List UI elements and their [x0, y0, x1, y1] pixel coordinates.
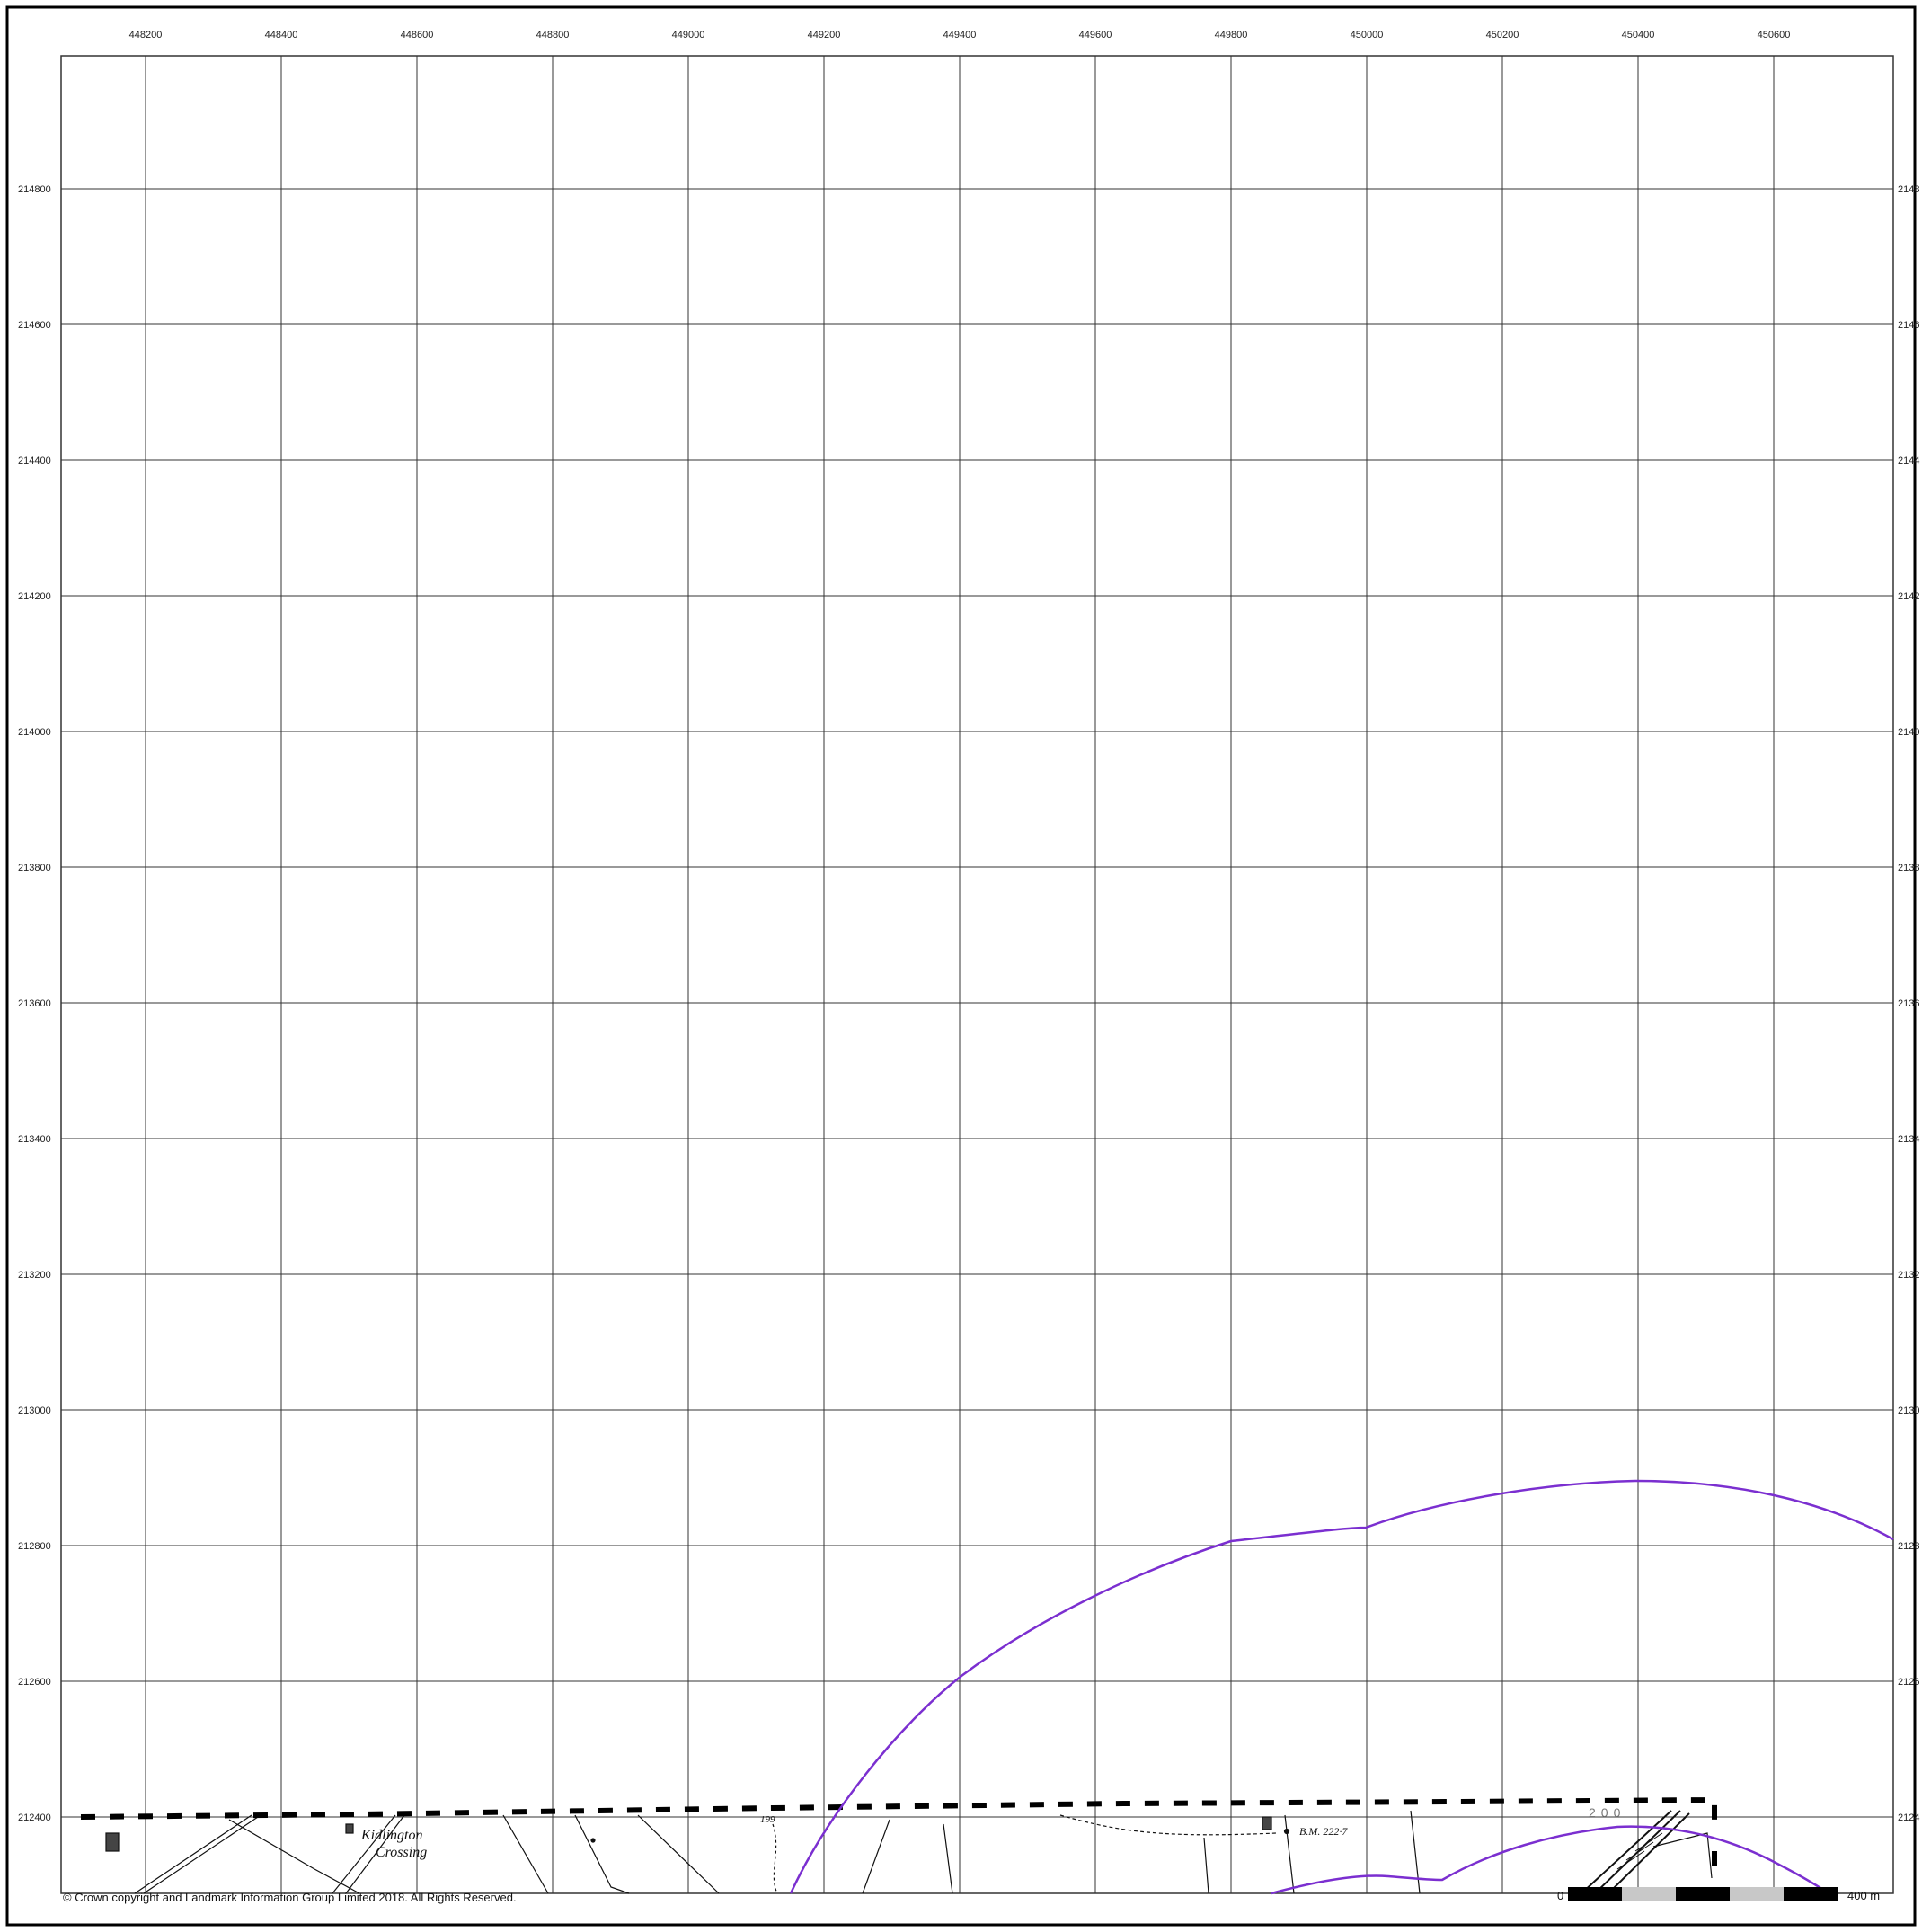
site-boundary [80, 1796, 1717, 1869]
page-frame [5, 5, 1917, 1927]
field-boundary [1284, 1814, 1295, 1894]
field-boundary [1652, 1832, 1713, 1879]
easting-tick-label: 448600 [401, 30, 434, 40]
northing-tick-label: 214400 [18, 456, 51, 466]
northing-tick-label: 213000 [18, 1405, 51, 1416]
northing-tick-labels-left: 214800 214600 214400 214200 214000 213800 2136… [18, 184, 51, 1823]
road-line [332, 1814, 405, 1894]
easting-tick-label: 450600 [1758, 30, 1791, 40]
map-border [60, 55, 1894, 1894]
easting-tick-label: 448800 [536, 30, 570, 40]
northing-tick-label-right: 2126 [1898, 1677, 1919, 1688]
scale-bar-start-label: 0 [1557, 1889, 1563, 1902]
building [345, 1823, 354, 1834]
buffer-zone-outer-arc [789, 1479, 1894, 1894]
northing-tick-label-right: 2128 [1898, 1541, 1919, 1552]
easting-tick-label: 450400 [1622, 30, 1655, 40]
northing-grid-lines [61, 188, 1893, 1818]
northing-tick-label-right: 2136 [1898, 998, 1919, 1009]
field-boundary [943, 1823, 953, 1894]
easting-tick-label: 448200 [129, 30, 163, 40]
river-bank [772, 1823, 778, 1894]
buffer-zone-inner-arc [1271, 1825, 1829, 1895]
easting-tick-label: 449800 [1215, 30, 1248, 40]
field-boundary [1410, 1810, 1421, 1894]
contour-label: 200 [1589, 1805, 1625, 1820]
railway-line [134, 1814, 261, 1894]
field-boundary [502, 1814, 549, 1894]
easting-tick-label: 449600 [1079, 30, 1112, 40]
northing-tick-label-right: 2134 [1898, 1134, 1919, 1145]
place-name-label: Kidlington [360, 1828, 422, 1843]
northing-tick-label-right: 2142 [1898, 591, 1919, 602]
easting-tick-label: 450000 [1351, 30, 1384, 40]
scale-bar-end-label: 400 m [1847, 1889, 1880, 1902]
northing-tick-label-right: 2140 [1898, 727, 1919, 738]
historic-map-linework [105, 1810, 1713, 1894]
field-boundary [1203, 1837, 1209, 1894]
northing-tick-label: 213600 [18, 998, 51, 1009]
northing-tick-labels-right: 2148 2146 2144 2142 2140 2138 2136 2134 2132 2130… [1898, 184, 1919, 1823]
northing-tick-label-right: 2148 [1898, 184, 1919, 195]
scale-bar: 0 400 m [1557, 1887, 1880, 1902]
place-name-label-2: Crossing [376, 1845, 427, 1860]
spot-height-marker [590, 1838, 596, 1843]
benchmark-label: B.M. 222·7 [1299, 1825, 1348, 1838]
northing-tick-label: 212600 [18, 1677, 51, 1688]
bridge-hatch [1616, 1832, 1663, 1870]
northing-tick-label: 214800 [18, 184, 51, 195]
building [1262, 1816, 1272, 1830]
spot-height-label: 199 [760, 1814, 775, 1825]
bridge-structure [1581, 1810, 1690, 1894]
northing-tick-label-right: 2144 [1898, 456, 1919, 466]
northing-tick-label-right: 2130 [1898, 1405, 1919, 1416]
northing-tick-label: 212800 [18, 1541, 51, 1552]
copyright-notice: © Crown copyright and Landmark Informati… [63, 1891, 517, 1904]
northing-tick-label: 214200 [18, 591, 51, 602]
easting-tick-label: 448400 [265, 30, 298, 40]
northing-tick-label-right: 2132 [1898, 1270, 1919, 1281]
field-boundary [637, 1814, 720, 1894]
northing-tick-label-right: 2138 [1898, 863, 1919, 873]
easting-tick-label: 449200 [808, 30, 841, 40]
footpath [1059, 1814, 1277, 1836]
easting-tick-labels: 448200 448400 448600 448800 449000 449200 4494… [129, 30, 1791, 40]
northing-tick-label: 213800 [18, 863, 51, 873]
northing-tick-label-right: 2124 [1898, 1812, 1919, 1823]
northing-tick-label: 214600 [18, 320, 51, 331]
field-boundary [862, 1819, 890, 1894]
easting-tick-label: 449400 [943, 30, 977, 40]
field-boundary [228, 1819, 360, 1894]
northing-tick-label: 213200 [18, 1270, 51, 1281]
benchmark-marker [1283, 1828, 1290, 1835]
building [105, 1832, 120, 1852]
northing-tick-label: 214000 [18, 727, 51, 738]
field-boundary [574, 1814, 630, 1894]
northing-tick-label: 212400 [18, 1812, 51, 1823]
easting-tick-label: 450200 [1486, 30, 1519, 40]
northing-tick-label: 213400 [18, 1134, 51, 1145]
easting-grid-lines [145, 56, 1775, 1893]
easting-tick-label: 449000 [672, 30, 705, 40]
northing-tick-label-right: 2146 [1898, 320, 1919, 331]
